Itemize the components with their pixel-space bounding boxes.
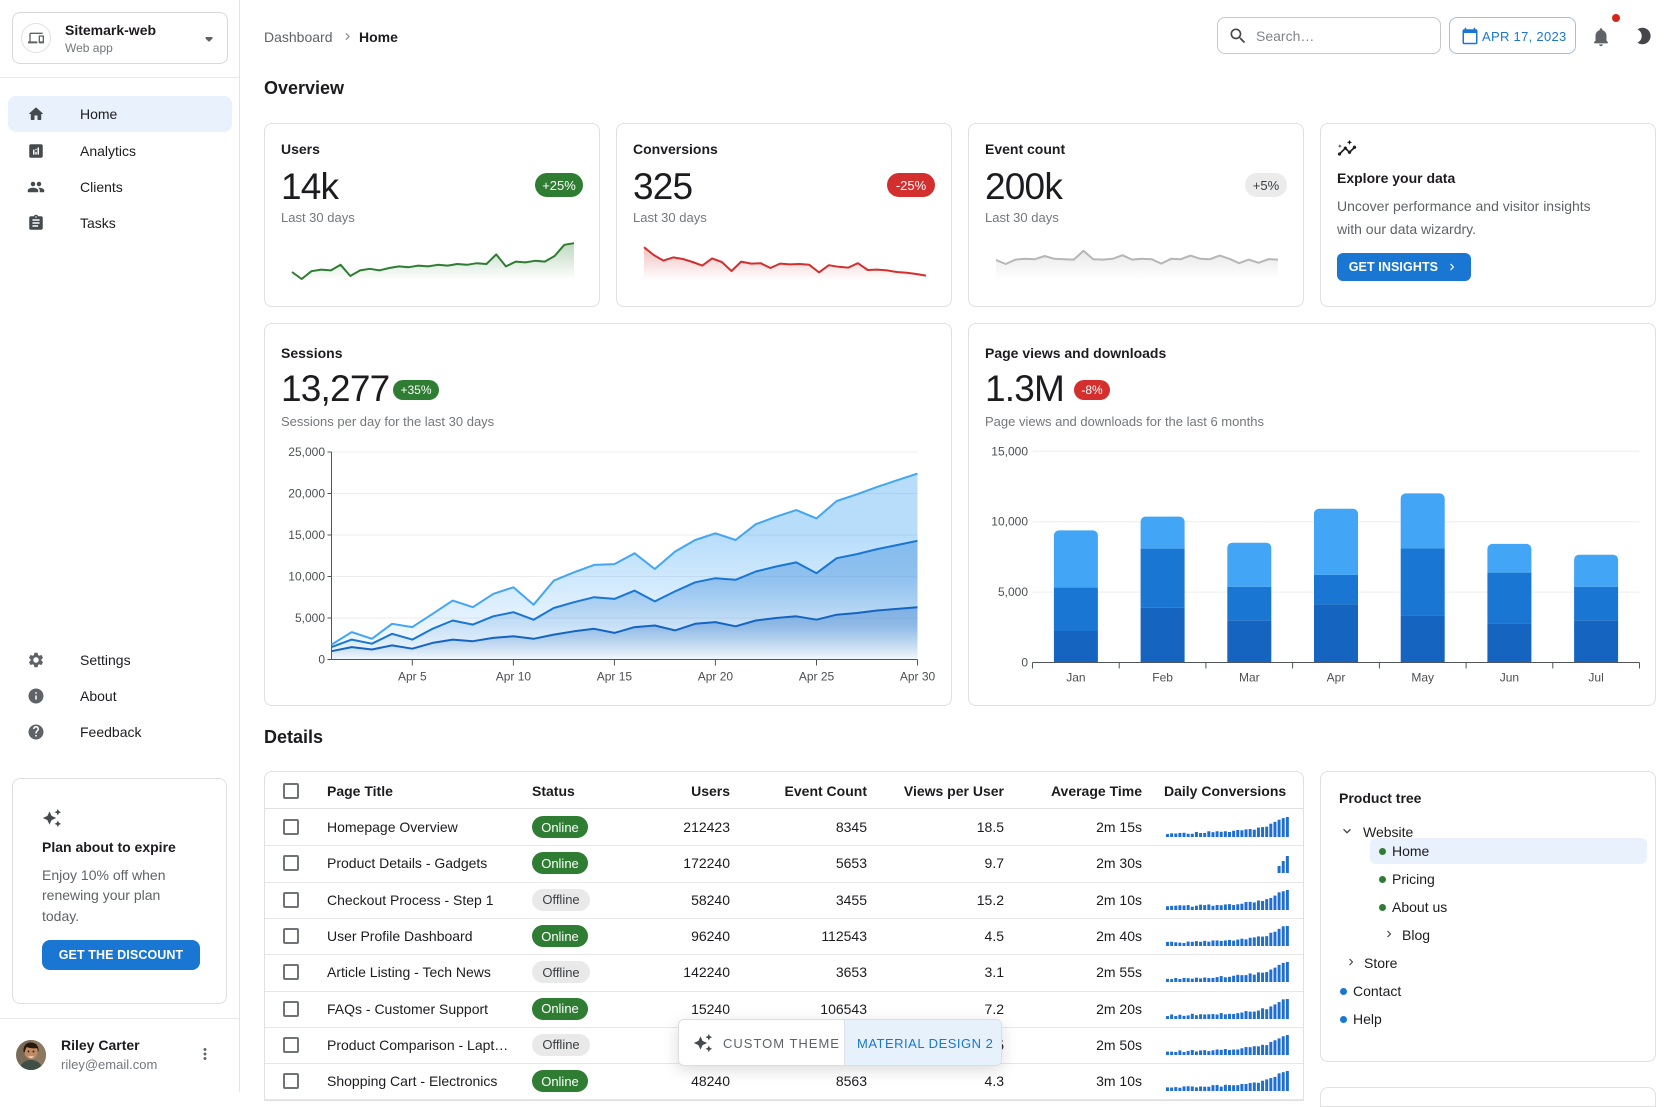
svg-text:Jun: Jun <box>1500 671 1519 685</box>
svg-text:Apr 30: Apr 30 <box>900 670 936 684</box>
svg-text:15,000: 15,000 <box>288 528 325 542</box>
svg-text:Apr: Apr <box>1327 671 1346 685</box>
svg-text:5,000: 5,000 <box>998 585 1028 599</box>
svg-text:Apr 25: Apr 25 <box>799 670 835 684</box>
svg-text:May: May <box>1411 671 1434 685</box>
svg-text:5,000: 5,000 <box>295 611 325 625</box>
svg-text:25,000: 25,000 <box>288 445 325 459</box>
svg-text:15,000: 15,000 <box>991 444 1028 458</box>
svg-text:0: 0 <box>1021 656 1028 670</box>
svg-text:0: 0 <box>318 653 325 667</box>
svg-text:Apr 20: Apr 20 <box>698 670 734 684</box>
svg-text:Mar: Mar <box>1239 671 1260 685</box>
svg-text:Feb: Feb <box>1152 671 1173 685</box>
svg-text:10,000: 10,000 <box>288 570 325 584</box>
svg-text:Apr 10: Apr 10 <box>496 670 532 684</box>
svg-text:Jul: Jul <box>1588 671 1603 685</box>
svg-text:Jan: Jan <box>1066 671 1085 685</box>
svg-text:Apr 15: Apr 15 <box>597 670 633 684</box>
svg-text:20,000: 20,000 <box>288 487 325 501</box>
svg-text:10,000: 10,000 <box>991 515 1028 529</box>
svg-text:Apr 5: Apr 5 <box>398 670 427 684</box>
